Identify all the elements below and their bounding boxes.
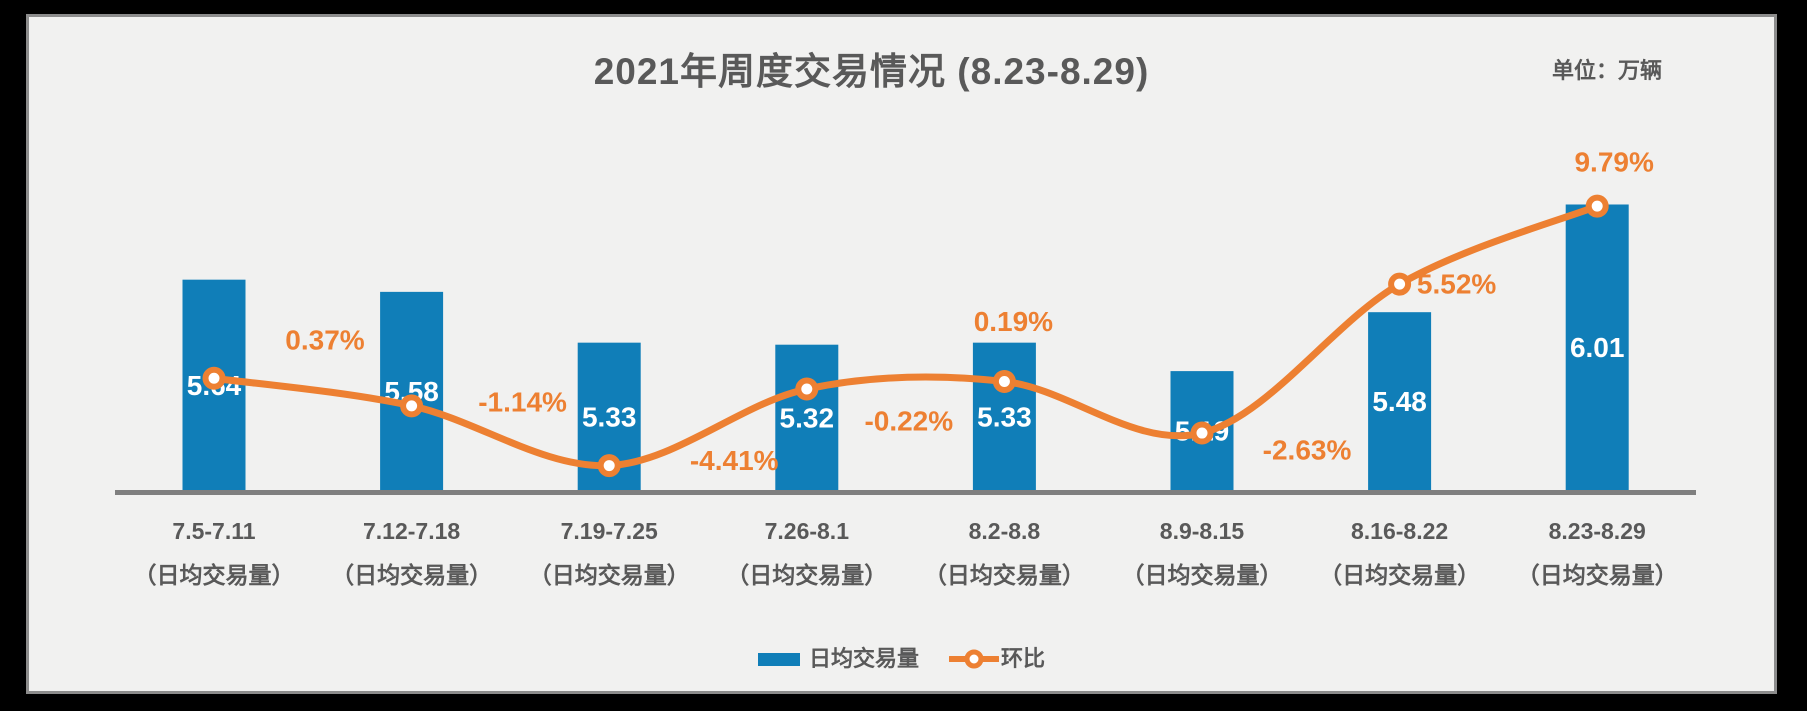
bar-series-swatch-icon	[757, 652, 800, 666]
line-marker	[795, 377, 819, 401]
category-sub-label: （日均交易量）	[924, 562, 1085, 588]
bar	[775, 344, 839, 491]
line-marker	[1585, 194, 1609, 218]
line-marker	[202, 366, 226, 390]
line-marker	[597, 454, 621, 478]
line-value-label: 0.37%	[285, 325, 364, 356]
bar-value-label: 6.01	[1570, 332, 1625, 363]
category-label: 8.2-8.8	[969, 518, 1041, 544]
category-sub-label: （日均交易量）	[1319, 562, 1480, 588]
chart-title: 2021年周度交易情况 (8.23-8.29)	[593, 51, 1150, 92]
line-marker	[400, 394, 424, 418]
bar-value-label: 5.48	[1372, 386, 1427, 417]
line-value-label: 5.52%	[1417, 269, 1496, 300]
slide-canvas: 2021年周度交易情况 (8.23-8.29) 单位：万辆 5.645.585.…	[26, 14, 1777, 694]
category-sub-label: （日均交易量）	[331, 562, 492, 588]
category-label: 8.9-8.15	[1160, 518, 1245, 544]
bar	[380, 291, 444, 491]
line-value-label: -2.63%	[1263, 435, 1352, 466]
x-axis-line	[115, 490, 1696, 495]
category-label: 8.23-8.29	[1549, 518, 1646, 544]
legend-line-label: 环比	[1001, 646, 1046, 671]
category-label: 7.19-7.25	[561, 518, 658, 544]
bar-value-label: 5.33	[977, 401, 1032, 432]
line-value-label: 0.19%	[974, 306, 1053, 337]
category-sub-label: （日均交易量）	[1517, 562, 1678, 588]
category-sub-label: （日均交易量）	[1122, 562, 1283, 588]
line-value-label: 9.79%	[1574, 147, 1653, 178]
chart-canvas: 5.645.585.335.325.335.195.486.017.5-7.11…	[115, 147, 1696, 588]
category-label: 7.12-7.18	[363, 518, 460, 544]
bar-value-label: 5.32	[780, 402, 835, 433]
category-sub-label: （日均交易量）	[134, 562, 295, 588]
legend: 日均交易量 环比	[29, 645, 1774, 673]
line-marker	[1388, 272, 1412, 296]
line-value-label: -1.14%	[478, 386, 567, 417]
line-value-label: -0.22%	[864, 406, 953, 437]
category-label: 8.16-8.22	[1351, 518, 1448, 544]
bar-value-label: 5.33	[582, 401, 637, 432]
legend-item-line: 环比	[949, 645, 1045, 673]
unit-label: 单位：万辆	[1551, 58, 1662, 83]
legend-bar-label: 日均交易量	[808, 646, 919, 671]
bar	[1565, 204, 1629, 491]
category-label: 7.5-7.11	[172, 518, 255, 544]
legend-item-bar: 日均交易量	[757, 645, 919, 673]
category-sub-label: （日均交易量）	[529, 562, 690, 588]
line-series-path	[210, 202, 1601, 470]
category-label: 7.26-8.1	[765, 518, 850, 544]
line-marker	[1190, 421, 1214, 445]
category-sub-label: （日均交易量）	[726, 562, 887, 588]
bar	[972, 342, 1036, 491]
bar	[1368, 312, 1432, 491]
line-marker	[992, 370, 1016, 394]
line-series-marker-icon	[949, 649, 999, 669]
line-value-label: -4.41%	[690, 445, 779, 476]
